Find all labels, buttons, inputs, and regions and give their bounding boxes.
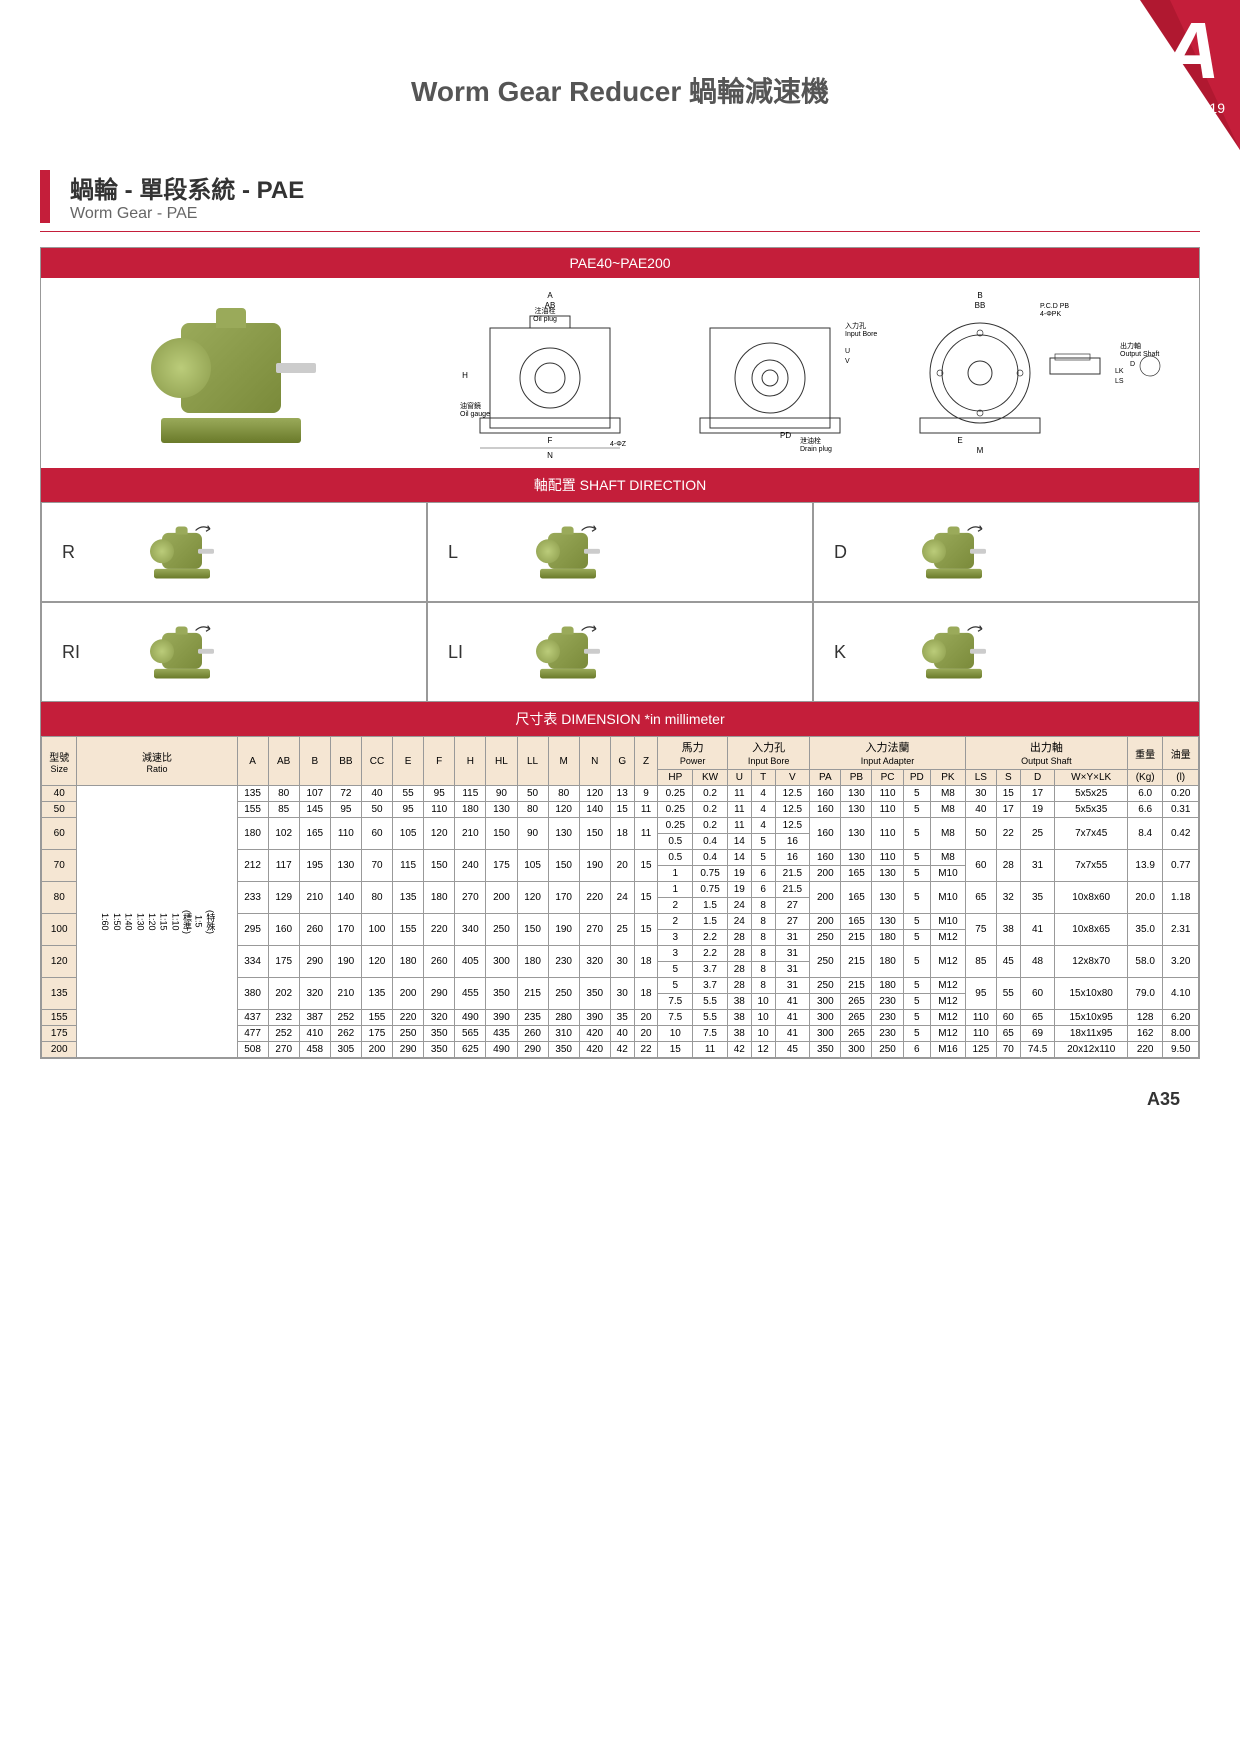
section-heading-en: Worm Gear - PAE [70,205,1200,223]
svg-text:D: D [1130,361,1135,368]
shaft-direction-bar: 軸配置 SHAFT DIRECTION [41,468,1199,502]
svg-text:Oil plug: Oil plug [533,316,557,323]
shaft-direction-cell: LI [427,602,813,702]
shaft-label: RI [62,642,102,663]
shaft-direction-cell: L [427,502,813,602]
svg-text:H: H [462,371,468,380]
section-badge: A A01~A119 [1040,0,1240,150]
svg-text:入力孔: 入力孔 [845,321,866,330]
shaft-direction-grid: R L D RI [41,502,1199,702]
product-panel: PAE40~PAE200 [40,247,1200,1059]
svg-text:Oil gauge: Oil gauge [460,411,490,418]
technical-drawings: N F 4-ΦZ A AB H 注油栓 Oil plug 油窗鏡 Oil gau… [421,278,1199,468]
front-view-drawing: N F 4-ΦZ A AB H 注油栓 Oil plug 油窗鏡 Oil gau… [460,291,627,460]
shaft-label: D [834,542,874,563]
gear-icon [150,626,214,678]
shaft-direction-cell: RI [41,602,427,702]
product-3d-view [41,278,421,468]
svg-text:F: F [548,436,553,445]
svg-text:4-ΦZ: 4-ΦZ [610,441,627,448]
svg-text:出力軸: 出力軸 [1120,341,1141,350]
shaft-direction-cell: R [41,502,427,602]
section-range: A01~A119 [1160,100,1225,116]
shaft-label: L [448,542,488,563]
svg-text:LK: LK [1115,368,1124,375]
svg-text:Drain plug: Drain plug [800,446,832,453]
svg-text:Input Bore: Input Bore [845,331,877,338]
gear-icon [536,626,600,678]
svg-text:注油栓: 注油栓 [535,306,556,315]
svg-text:4-ΦPK: 4-ΦPK [1040,311,1061,318]
svg-text:BB: BB [975,301,986,310]
svg-text:P.C.D PB: P.C.D PB [1040,303,1069,310]
svg-text:N: N [547,451,553,460]
shaft-direction-cell: K [813,602,1199,702]
svg-text:M: M [977,446,984,455]
svg-text:PD: PD [780,431,791,440]
svg-text:泄油栓: 泄油栓 [800,436,821,445]
model-range-bar: PAE40~PAE200 [41,248,1199,278]
svg-text:油窗鏡: 油窗鏡 [460,401,481,410]
dimension-title-bar: 尺寸表 DIMENSION *in millimeter [41,702,1199,736]
svg-text:U: U [845,348,850,355]
shaft-direction-cell: D [813,502,1199,602]
output-view-drawing: B BB P.C.D PB 4-ΦPK 出力軸 Output Shaft M E… [920,291,1160,455]
section-letter: A [1162,5,1220,97]
shaft-label: R [62,542,102,563]
side-view-drawing: 入力孔 Input Bore 泄油栓 Drain plug PD U V [700,321,877,453]
section-heading-cn: 蝸輪 - 單段系統 - PAE [70,170,1200,205]
gear-icon [922,626,986,678]
gear-icon [922,526,986,578]
gear-icon [150,526,214,578]
shaft-label: K [834,642,874,663]
svg-text:B: B [977,291,982,300]
gear-icon [536,526,600,578]
section-heading: 蝸輪 - 單段系統 - PAE Worm Gear - PAE [40,170,1200,223]
svg-text:V: V [845,358,850,365]
page-number: A35 [40,1089,1200,1110]
shaft-label: LI [448,642,488,663]
dimension-table: 型號Size減速比RatioAABBBBCCEFHHLLLMNGZ馬力Power… [41,736,1199,1058]
svg-text:E: E [957,436,962,445]
svg-text:A: A [547,291,553,300]
svg-text:LS: LS [1115,378,1124,385]
page-title: Worm Gear Reducer 蝸輪減速機 [40,70,1200,110]
